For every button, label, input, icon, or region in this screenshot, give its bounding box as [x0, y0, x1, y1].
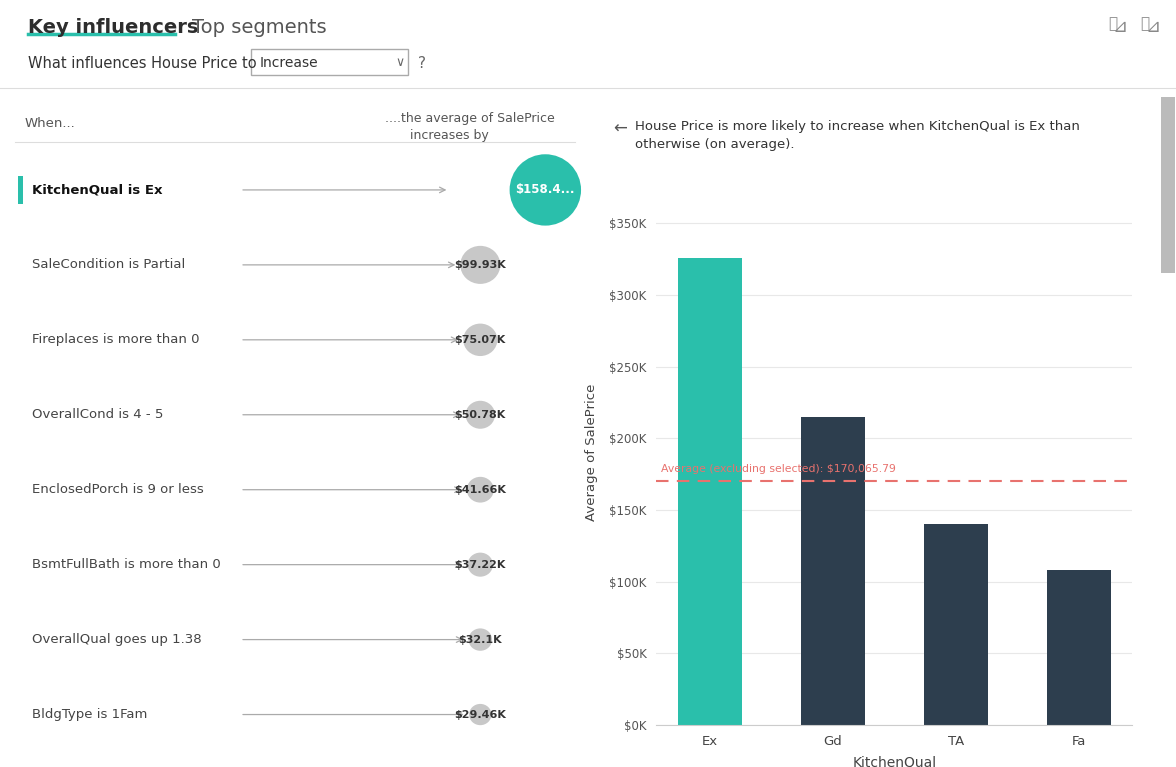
Bar — [677, 258, 742, 725]
Text: $29.46K: $29.46K — [454, 709, 506, 719]
Text: 👍: 👍 — [1108, 16, 1117, 31]
Bar — [924, 524, 988, 725]
Text: EnclosedPorch is 9 or less: EnclosedPorch is 9 or less — [32, 483, 203, 496]
Y-axis label: Average of SalePrice: Average of SalePrice — [584, 384, 599, 522]
Text: $41.66K: $41.66K — [454, 485, 506, 495]
Text: $50.78K: $50.78K — [455, 410, 506, 420]
Text: $99.93K: $99.93K — [454, 260, 506, 270]
Text: otherwise (on average).: otherwise (on average). — [635, 138, 795, 151]
Text: 👎: 👎 — [1140, 16, 1149, 31]
X-axis label: KitchenQual: KitchenQual — [853, 755, 936, 767]
Text: OverallQual goes up 1.38: OverallQual goes up 1.38 — [32, 633, 201, 646]
Text: ....the average of SalePrice: ....the average of SalePrice — [386, 113, 555, 126]
Text: BsmtFullBath is more than 0: BsmtFullBath is more than 0 — [32, 558, 221, 571]
Text: When...: When... — [25, 117, 75, 130]
Text: Fireplaces is more than 0: Fireplaces is more than 0 — [32, 334, 200, 347]
Text: $158.4...: $158.4... — [515, 183, 575, 196]
Ellipse shape — [509, 154, 581, 225]
Text: increases by: increases by — [410, 130, 489, 143]
Text: $37.22K: $37.22K — [455, 560, 506, 570]
Text: What influences House Price to: What influences House Price to — [28, 56, 256, 71]
Ellipse shape — [466, 401, 495, 429]
Text: Key influencers: Key influencers — [28, 18, 199, 37]
Ellipse shape — [468, 552, 493, 577]
FancyBboxPatch shape — [250, 49, 408, 75]
Text: SaleCondition is Partial: SaleCondition is Partial — [32, 258, 186, 272]
Text: ⊿: ⊿ — [1112, 18, 1127, 36]
Text: Top segments: Top segments — [192, 18, 327, 37]
Text: Average (excluding selected): $170,065.79: Average (excluding selected): $170,065.7… — [661, 464, 896, 474]
Bar — [801, 416, 864, 725]
Ellipse shape — [469, 704, 492, 725]
Text: KitchenQual is Ex: KitchenQual is Ex — [32, 183, 162, 196]
Text: ∨: ∨ — [395, 56, 405, 69]
Text: BldgType is 1Fam: BldgType is 1Fam — [32, 708, 147, 721]
FancyBboxPatch shape — [1161, 97, 1175, 273]
Ellipse shape — [463, 324, 497, 356]
Text: ?: ? — [417, 56, 426, 71]
Text: $75.07K: $75.07K — [455, 335, 506, 345]
Ellipse shape — [467, 477, 494, 502]
Text: House Price is more likely to increase when KitchenQual is Ex than: House Price is more likely to increase w… — [635, 120, 1081, 133]
FancyBboxPatch shape — [18, 176, 24, 204]
Text: $32.1K: $32.1K — [459, 634, 502, 644]
Text: ←: ← — [614, 120, 627, 138]
Text: ⊿: ⊿ — [1145, 18, 1161, 36]
Text: Increase: Increase — [260, 56, 319, 71]
Ellipse shape — [468, 628, 492, 650]
Text: OverallCond is 4 - 5: OverallCond is 4 - 5 — [32, 408, 163, 421]
Ellipse shape — [460, 246, 500, 284]
Bar — [1047, 570, 1111, 725]
